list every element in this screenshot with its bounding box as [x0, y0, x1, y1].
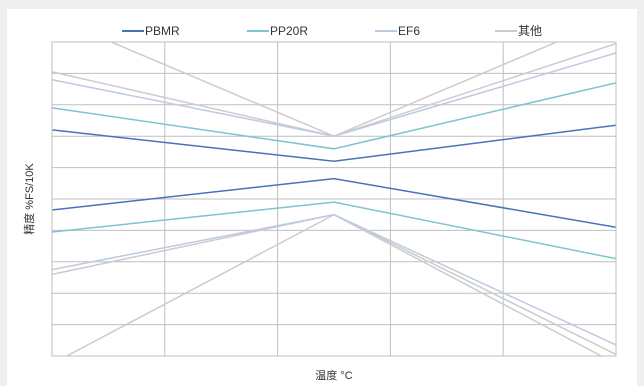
series-lines: [52, 42, 616, 356]
series-line-PP20R-1: [52, 82, 616, 150]
grid: [52, 42, 616, 356]
series-line-PP20R-2: [52, 201, 616, 260]
line-chart: PBMR PP20R EF6 其他 温度 °C 精度 %FS/10K: [22, 24, 617, 382]
chart-card: PBMR PP20R EF6 其他 温度 °C 精度 %FS/10K: [7, 9, 637, 386]
series-line-PBMR-2: [52, 177, 616, 229]
plot-border: [51, 41, 617, 357]
series-line-EF6-1: [52, 52, 616, 137]
legend: PBMR PP20R EF6 其他: [122, 24, 542, 38]
x-axis-label: 温度 °C: [315, 368, 352, 382]
series-line-PBMR-1: [52, 124, 616, 163]
legend-label-PP20R: PP20R: [270, 24, 308, 38]
legend-label-其他: 其他: [518, 24, 542, 38]
y-axis-label: 精度 %FS/10K: [22, 163, 36, 235]
legend-label-PBMR: PBMR: [145, 24, 180, 38]
series-line-其他-2: [52, 213, 616, 356]
series-line-EF6-2: [52, 213, 616, 346]
series-line-其他-4: [65, 213, 603, 356]
series-line-其他-1: [52, 42, 616, 137]
legend-label-EF6: EF6: [398, 24, 420, 38]
